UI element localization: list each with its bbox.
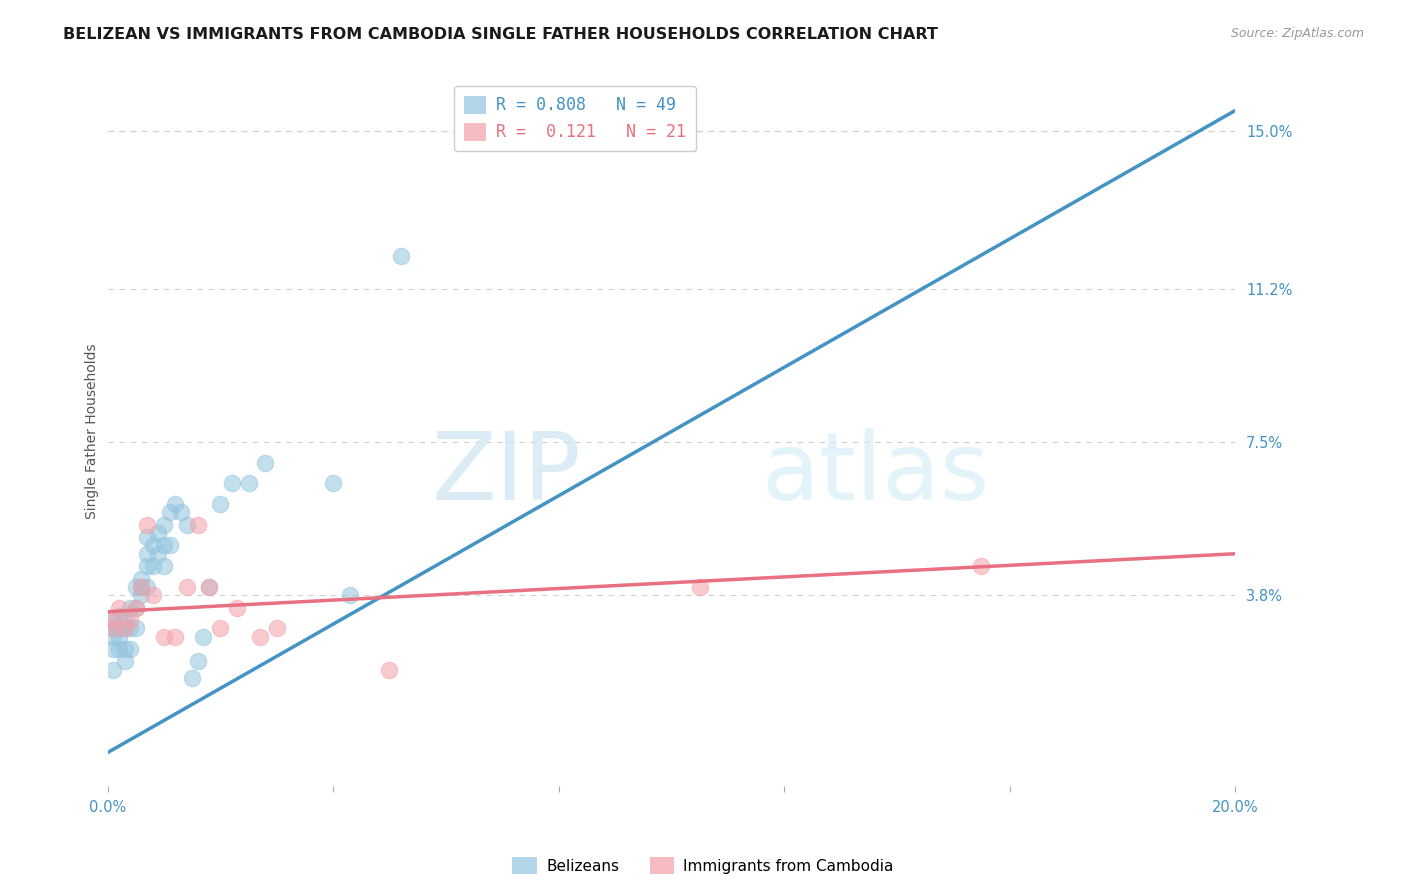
- Point: [120, 642, 142, 657]
- Point: [153, 559, 176, 574]
- Point: [142, 588, 165, 602]
- Point: [198, 580, 221, 594]
- Point: [170, 505, 193, 519]
- Point: [339, 588, 361, 602]
- Point: [108, 642, 131, 657]
- Point: [176, 580, 198, 594]
- Point: [136, 547, 159, 561]
- Point: [103, 642, 125, 657]
- Point: [153, 517, 176, 532]
- Point: [159, 505, 181, 519]
- Point: [226, 600, 249, 615]
- Point: [108, 621, 131, 635]
- Point: [103, 630, 125, 644]
- Point: [103, 621, 125, 635]
- Point: [114, 642, 136, 657]
- Text: Source: ZipAtlas.com: Source: ZipAtlas.com: [1230, 27, 1364, 40]
- Point: [103, 663, 125, 677]
- Point: [131, 588, 153, 602]
- Legend: Belizeans, Immigrants from Cambodia: Belizeans, Immigrants from Cambodia: [506, 851, 900, 880]
- Point: [142, 538, 165, 552]
- Point: [131, 572, 153, 586]
- Point: [389, 248, 412, 262]
- Point: [153, 630, 176, 644]
- Point: [103, 613, 125, 627]
- Point: [136, 530, 159, 544]
- Point: [114, 621, 136, 635]
- Point: [108, 600, 131, 615]
- Text: BELIZEAN VS IMMIGRANTS FROM CAMBODIA SINGLE FATHER HOUSEHOLDS CORRELATION CHART: BELIZEAN VS IMMIGRANTS FROM CAMBODIA SIN…: [63, 27, 938, 42]
- Point: [120, 621, 142, 635]
- Legend: R = 0.808   N = 49, R =  0.121   N = 21: R = 0.808 N = 49, R = 0.121 N = 21: [454, 86, 696, 152]
- Point: [125, 600, 148, 615]
- Point: [142, 559, 165, 574]
- Point: [148, 526, 170, 541]
- Point: [198, 580, 221, 594]
- Point: [187, 655, 209, 669]
- Point: [153, 538, 176, 552]
- Point: [209, 621, 232, 635]
- Point: [176, 517, 198, 532]
- Point: [193, 630, 215, 644]
- Point: [114, 655, 136, 669]
- Point: [187, 517, 209, 532]
- Point: [125, 621, 148, 635]
- Point: [148, 547, 170, 561]
- Point: [103, 613, 125, 627]
- Point: [254, 456, 277, 470]
- Point: [103, 621, 125, 635]
- Point: [114, 621, 136, 635]
- Point: [378, 663, 401, 677]
- Point: [120, 600, 142, 615]
- Point: [136, 559, 159, 574]
- Point: [159, 538, 181, 552]
- Point: [181, 671, 204, 685]
- Point: [221, 476, 243, 491]
- Point: [266, 621, 288, 635]
- Point: [136, 517, 159, 532]
- Point: [970, 559, 993, 574]
- Point: [238, 476, 260, 491]
- Point: [108, 608, 131, 623]
- Point: [125, 600, 148, 615]
- Point: [108, 630, 131, 644]
- Text: ZIP: ZIP: [432, 428, 581, 520]
- Point: [209, 497, 232, 511]
- Point: [131, 580, 153, 594]
- Text: atlas: atlas: [762, 428, 990, 520]
- Point: [165, 497, 187, 511]
- Point: [249, 630, 271, 644]
- Point: [689, 580, 711, 594]
- Point: [114, 613, 136, 627]
- Point: [136, 580, 159, 594]
- Point: [125, 580, 148, 594]
- Point: [131, 580, 153, 594]
- Point: [322, 476, 344, 491]
- Point: [165, 630, 187, 644]
- Y-axis label: Single Father Households: Single Father Households: [86, 343, 100, 519]
- Point: [120, 613, 142, 627]
